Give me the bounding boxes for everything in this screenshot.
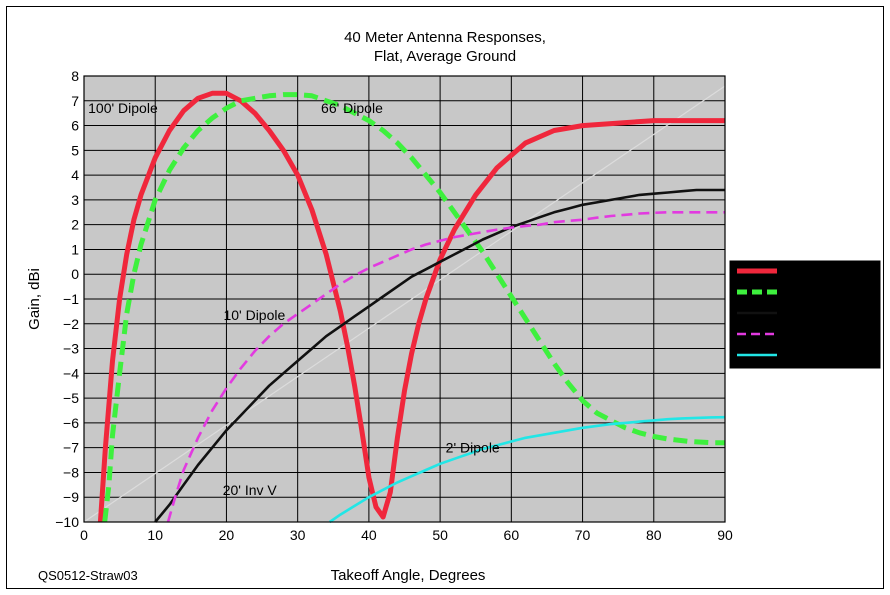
series-line [154, 188, 725, 523]
y-tick-label: 1 [71, 241, 79, 257]
x-tick-label: 40 [361, 527, 377, 543]
legend-label: 66' Dipole [781, 284, 843, 300]
curve-annotation: 100' Dipole [88, 100, 158, 116]
background-diagonal [83, 85, 726, 523]
series-line [328, 415, 726, 524]
y-axis-label: Gain, dBi [26, 268, 43, 330]
series-line [166, 211, 725, 523]
x-tick-label: 20 [219, 527, 235, 543]
legend-label: 20' Inv V [781, 305, 836, 321]
x-tick-label: 10 [147, 527, 163, 543]
x-tick-label: 30 [290, 527, 306, 543]
y-tick-label: −7 [63, 440, 79, 456]
curve-annotation: 2' Dipole [446, 440, 500, 456]
x-tick-label: 80 [646, 527, 662, 543]
curve-annotation: 10' Dipole [223, 307, 285, 323]
y-tick-label: −6 [63, 415, 79, 431]
y-tick-label: 6 [71, 118, 79, 134]
legend-label: 100' Dipole [781, 263, 851, 279]
y-tick-label: 3 [71, 192, 79, 208]
y-tick-label: 8 [71, 68, 79, 84]
x-tick-label: 70 [575, 527, 591, 543]
legend-box [729, 260, 881, 369]
x-tick-label: 0 [80, 527, 88, 543]
y-tick-label: −3 [63, 341, 79, 357]
x-tick-labels: 0 10 20 30 40 50 60 70 80 90 [80, 527, 733, 543]
y-tick-labels: 8 7 6 5 4 3 2 1 0 −1 −2 −3 −4 −5 −6 −7 −8 −9 −10 [55, 68, 79, 530]
legend-label: 2' Dipole [781, 347, 835, 363]
y-tick-label: −8 [63, 464, 79, 480]
series-line [102, 92, 725, 523]
y-tick-label: −10 [55, 514, 79, 530]
x-tick-label: 90 [717, 527, 733, 543]
y-tick-label: −2 [63, 316, 79, 332]
curve-annotations: 100' Dipole 66' Dipole 10' Dipole 2' Dipole… [88, 100, 500, 498]
y-tick-label: −5 [63, 390, 79, 406]
y-tick-label: −4 [63, 365, 79, 381]
x-axis-label: Takeoff Angle, Degrees [331, 567, 486, 584]
y-tick-label: 5 [71, 142, 79, 158]
y-tick-label: 7 [71, 93, 79, 109]
curve-annotation: 66' Dipole [321, 100, 383, 116]
y-tick-label: 4 [71, 167, 79, 183]
y-tick-label: −9 [63, 489, 79, 505]
plot-border [83, 75, 726, 523]
x-tick-label: 50 [432, 527, 448, 543]
legend: 100' Dipole 66' Dipole 20' Inv V 10' Dipole… [729, 260, 881, 369]
series-lines [97, 90, 726, 524]
y-tick-label: 0 [71, 266, 79, 282]
legend-label: 10' Dipole [781, 326, 843, 342]
y-tick-label: −1 [63, 291, 79, 307]
chart-title-line-1: 40 Meter Antenna Responses, [344, 29, 546, 46]
series-line [97, 90, 725, 523]
diagonal-watermark [83, 85, 726, 523]
figure-id: QS0512-Straw03 [38, 568, 138, 583]
x-tick-label: 60 [504, 527, 520, 543]
curve-annotation: 20' Inv V [223, 482, 278, 498]
y-tick-label: 2 [71, 217, 79, 233]
chart-title-line-2: Flat, Average Ground [374, 48, 516, 65]
